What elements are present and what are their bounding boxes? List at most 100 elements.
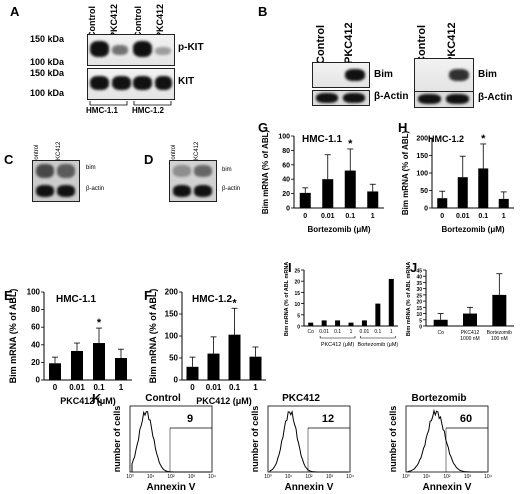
bar [115,358,127,380]
gate-percentage: 9 [187,413,193,425]
x-tick-label: 0.01 [321,213,335,220]
histogram-frame [129,405,213,473]
x-tick-label: 10³ [464,474,472,480]
blot-label: Bim [374,69,393,80]
x-tick-label: 10⁴ [484,474,492,480]
bar [322,179,334,208]
y-tick-label: 50 [420,188,428,195]
gate-percentage: 60 [460,413,472,425]
bar [457,177,468,208]
y-tick-label: 0 [286,206,290,213]
blot-label: p-KIT [178,42,204,53]
y-tick-label: 45 [416,269,422,275]
y-tick-label: 150 [165,310,179,319]
panel-label-d: D [144,152,154,167]
bar [478,168,489,208]
bar [207,353,220,380]
panel-label-k: K [92,391,102,406]
group-label: HMC-1.2 [132,106,165,115]
y-tick-label: 50 [169,354,178,363]
y-tick-label: 60 [282,162,290,169]
chart-title: HMC-1.1 [56,294,96,305]
blot-label: β-actin [222,186,241,192]
x-tick-label: 1 [253,383,258,392]
x-tick-label: 1 [371,213,375,220]
y-tick-label: 40 [282,177,290,184]
column-header: PKC412 [155,3,165,38]
x-tick-label: 10² [443,474,451,480]
x-tick-label: 0 [440,213,444,220]
x-axis-label: Annexin V [423,482,472,493]
y-axis-label: number of cells [388,406,398,473]
y-tick-label: 100 [165,332,179,341]
kda-marker: 100 kDa [30,88,65,98]
bar [348,322,354,326]
histogram-frame [267,405,351,473]
panel-label-f: F [144,288,152,303]
y-tick-label: 15 [416,306,422,312]
x-tick-label: 1 [350,329,353,335]
column-header: PKC412 [343,22,355,64]
blot-bim-left [312,62,370,88]
y-tick-label: 5 [419,318,422,324]
y-tick-label: 80 [282,148,290,155]
bar [463,313,477,326]
chart-title: HMC-1.2 [428,134,464,144]
bar [308,322,314,326]
x-tick-label: 0 [53,383,58,392]
y-tick-label: 150 [416,153,428,160]
group-label: Bortezomib (μM) [357,342,398,348]
gate-percentage: 12 [322,413,334,425]
y-tick-label: 15 [294,291,300,297]
y-tick-label: 100 [278,134,290,141]
y-tick-label: 200 [165,288,179,297]
bar [437,198,448,208]
panel-label-a: A [10,4,20,19]
y-tick-label: 60 [31,323,40,332]
bar [344,170,356,208]
y-tick-label: 100 [27,288,41,297]
x-tick-label: Co [308,329,315,335]
y-tick-label: 20 [294,280,300,286]
bar [186,366,199,380]
y-tick-label: 20 [31,358,40,367]
y-axis-label: Bim mRNA (% of ABL) [148,289,158,384]
blot-actin-right [414,91,474,108]
x-tick-label: 0.01 [319,329,329,335]
bar [249,356,262,380]
y-tick-label: 80 [31,305,40,314]
x-tick-label: 1 [390,329,393,335]
y-axis-label: number of cells [112,406,122,473]
group-bracket [319,336,356,339]
x-tick-label: 10¹ [285,474,293,480]
panel-label-h: H [398,120,408,135]
x-tick-label: 0.01 [456,213,470,220]
x-tick-label: 10³ [188,474,196,480]
blot-label: bim [222,167,232,173]
chart-title: HMC-1.2 [192,294,232,305]
bar [299,192,311,208]
significance-mark: * [481,133,486,145]
x-tick-label: 10² [167,474,175,480]
chart-title: HMC-1.1 [302,134,342,145]
x-tick-label: 10³ [326,474,334,480]
y-tick-label: 0 [36,376,41,385]
y-tick-label: 25 [294,269,300,275]
bar [321,320,327,326]
y-tick-label: 10 [294,302,300,308]
blot-label: Bim [478,69,497,80]
y-tick-label: 35 [416,281,422,287]
blot-c [32,160,80,202]
bar [361,320,367,326]
bar [228,334,241,380]
y-tick-label: 100 [416,171,428,178]
kda-marker: 150 kDa [30,34,65,44]
x-tick-label: 10⁴ [208,474,216,480]
bar [335,320,341,326]
y-tick-label: 0 [174,376,179,385]
x-tick-label: 0.1 [93,383,105,392]
x-axis-label: PKC412 (μM) [196,396,252,406]
x-tick-label: PKC412 1000 nM [460,330,479,342]
